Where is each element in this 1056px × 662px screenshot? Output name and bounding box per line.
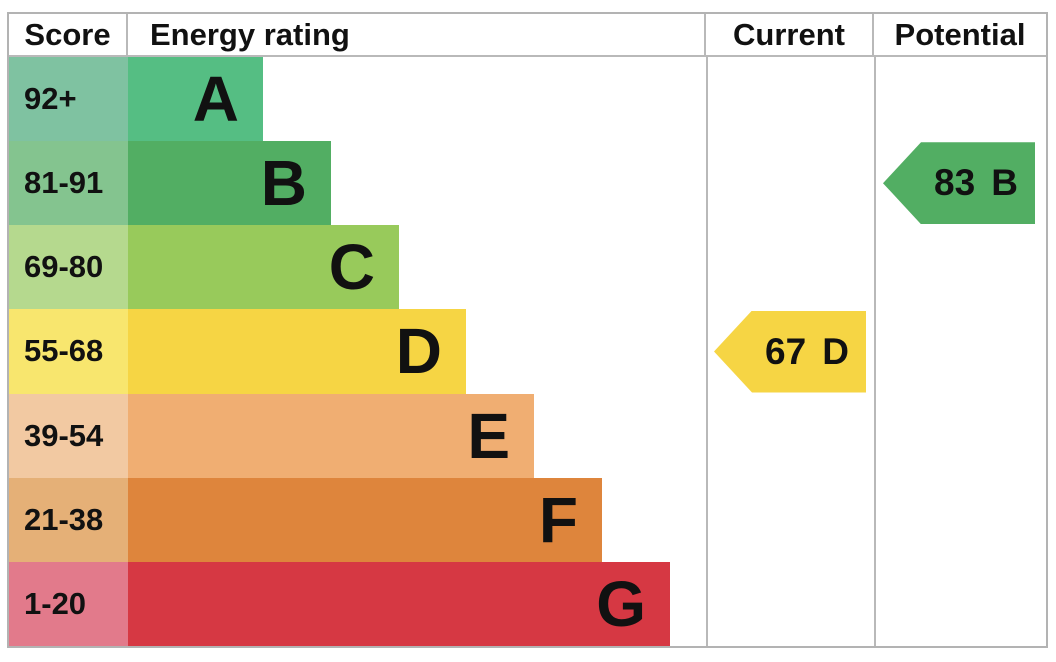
band-row-f: 21-38 F <box>9 477 706 562</box>
band-letter-d: D <box>395 315 442 388</box>
score-range-b: 81-91 <box>9 141 128 226</box>
header-energy-rating: Energy rating <box>128 14 706 55</box>
band-letter-b: B <box>260 147 307 220</box>
band-bar-e: E <box>128 393 534 478</box>
band-row-d: 55-68 D <box>9 309 706 394</box>
band-letter-e: E <box>467 399 510 472</box>
band-letter-c: C <box>328 231 375 304</box>
header-potential: Potential <box>894 16 1026 52</box>
band-bar-c: C <box>128 225 399 310</box>
band-row-e: 39-54 E <box>9 393 706 478</box>
band-bar-a: A <box>128 57 263 142</box>
table-header: Score Energy rating Current Potential <box>9 14 1046 57</box>
band-letter-a: A <box>192 63 239 136</box>
band-bar-d: D <box>128 309 466 394</box>
band-row-g: 1-20 G <box>9 561 706 646</box>
table-body: 92+ A 81-91 B 69-80 C 55-68 D 39-54 E <box>9 57 1046 646</box>
score-range-c: 69-80 <box>9 225 128 310</box>
band-letter-g: G <box>596 567 646 640</box>
header-current: Current <box>706 14 874 55</box>
band-bar-f: F <box>128 477 602 562</box>
band-row-b: 81-91 B <box>9 141 706 226</box>
band-letter-f: F <box>538 483 578 556</box>
score-range-f: 21-38 <box>9 477 128 562</box>
score-range-a: 92+ <box>9 57 128 142</box>
current-rating-value: 67 <box>765 330 807 372</box>
score-range-e: 39-54 <box>9 393 128 478</box>
potential-rating-value: 83 <box>934 162 976 204</box>
rating-bands: 92+ A 81-91 B 69-80 C 55-68 D 39-54 E <box>9 57 706 646</box>
band-row-a: 92+ A <box>9 57 706 142</box>
current-rating-arrow: 67 D <box>714 310 866 393</box>
band-row-c: 69-80 C <box>9 225 706 310</box>
potential-rating-letter: B <box>991 162 1018 204</box>
header-score: Score <box>9 14 128 55</box>
band-bar-b: B <box>128 141 331 226</box>
score-range-g: 1-20 <box>9 561 128 646</box>
score-range-d: 55-68 <box>9 309 128 394</box>
band-bar-g: G <box>128 561 670 646</box>
current-rating-letter: D <box>822 330 849 372</box>
rating-table: Score Energy rating Current Potential 92… <box>7 12 1048 648</box>
